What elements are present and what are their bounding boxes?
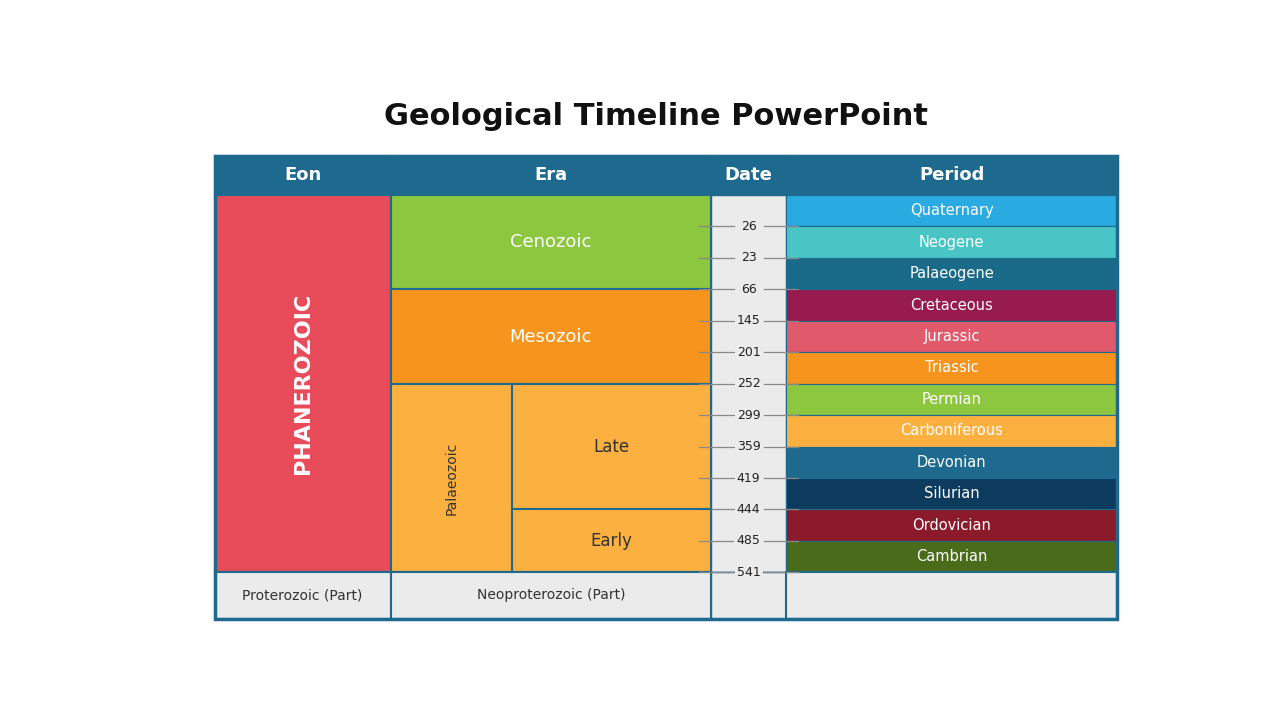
- Text: Jurassic: Jurassic: [923, 329, 980, 344]
- Text: Permian: Permian: [922, 392, 982, 407]
- FancyBboxPatch shape: [712, 572, 786, 618]
- Text: Palaeozoic: Palaeozoic: [444, 441, 458, 515]
- Text: Neogene: Neogene: [919, 235, 984, 250]
- Text: Devonian: Devonian: [916, 455, 987, 469]
- Text: Cambrian: Cambrian: [916, 549, 987, 564]
- Text: Era: Era: [534, 166, 567, 184]
- Text: Late: Late: [594, 438, 630, 456]
- Text: 444: 444: [737, 503, 760, 516]
- Text: 541: 541: [737, 566, 760, 579]
- FancyBboxPatch shape: [786, 572, 1117, 618]
- Text: 252: 252: [737, 377, 760, 390]
- FancyBboxPatch shape: [390, 195, 712, 289]
- FancyBboxPatch shape: [786, 156, 1117, 195]
- Text: Eon: Eon: [284, 166, 321, 184]
- Text: Silurian: Silurian: [924, 486, 979, 501]
- FancyBboxPatch shape: [786, 510, 1117, 541]
- Text: Proterozoic (Part): Proterozoic (Part): [242, 588, 362, 603]
- Text: Palaeogene: Palaeogene: [909, 266, 995, 281]
- FancyBboxPatch shape: [390, 289, 712, 384]
- Text: Triassic: Triassic: [924, 361, 978, 375]
- FancyBboxPatch shape: [786, 352, 1117, 384]
- FancyBboxPatch shape: [215, 156, 390, 195]
- Text: Cretaceous: Cretaceous: [910, 297, 993, 312]
- Text: Date: Date: [724, 166, 772, 184]
- FancyBboxPatch shape: [215, 195, 390, 572]
- Text: Carboniferous: Carboniferous: [900, 423, 1004, 438]
- Text: Ordovician: Ordovician: [913, 518, 991, 533]
- Text: Mesozoic: Mesozoic: [509, 328, 593, 346]
- Text: 359: 359: [737, 440, 760, 453]
- Text: PHANEROZOIC: PHANEROZOIC: [293, 293, 312, 474]
- Text: Period: Period: [919, 166, 984, 184]
- FancyBboxPatch shape: [712, 156, 786, 195]
- Text: Geological Timeline PowerPoint: Geological Timeline PowerPoint: [384, 102, 928, 131]
- Text: 26: 26: [741, 220, 756, 233]
- FancyBboxPatch shape: [786, 446, 1117, 478]
- FancyBboxPatch shape: [786, 415, 1117, 446]
- FancyBboxPatch shape: [390, 572, 712, 618]
- FancyBboxPatch shape: [786, 289, 1117, 321]
- Text: Early: Early: [591, 532, 632, 550]
- Text: 299: 299: [737, 409, 760, 422]
- Text: 201: 201: [737, 346, 760, 359]
- FancyBboxPatch shape: [786, 321, 1117, 352]
- Text: 145: 145: [737, 315, 760, 328]
- FancyBboxPatch shape: [215, 572, 390, 618]
- Text: 485: 485: [736, 534, 760, 547]
- FancyBboxPatch shape: [786, 478, 1117, 510]
- Text: Neoproterozoic (Part): Neoproterozoic (Part): [476, 588, 625, 603]
- FancyBboxPatch shape: [712, 195, 786, 572]
- FancyBboxPatch shape: [390, 384, 712, 572]
- Text: 66: 66: [741, 283, 756, 296]
- FancyBboxPatch shape: [786, 195, 1117, 227]
- Text: 419: 419: [737, 472, 760, 485]
- FancyBboxPatch shape: [786, 227, 1117, 258]
- FancyBboxPatch shape: [390, 156, 712, 195]
- FancyBboxPatch shape: [786, 541, 1117, 572]
- Text: Cenozoic: Cenozoic: [511, 233, 591, 251]
- FancyBboxPatch shape: [786, 258, 1117, 289]
- FancyBboxPatch shape: [786, 384, 1117, 415]
- Text: Quaternary: Quaternary: [910, 203, 993, 218]
- Text: 23: 23: [741, 251, 756, 264]
